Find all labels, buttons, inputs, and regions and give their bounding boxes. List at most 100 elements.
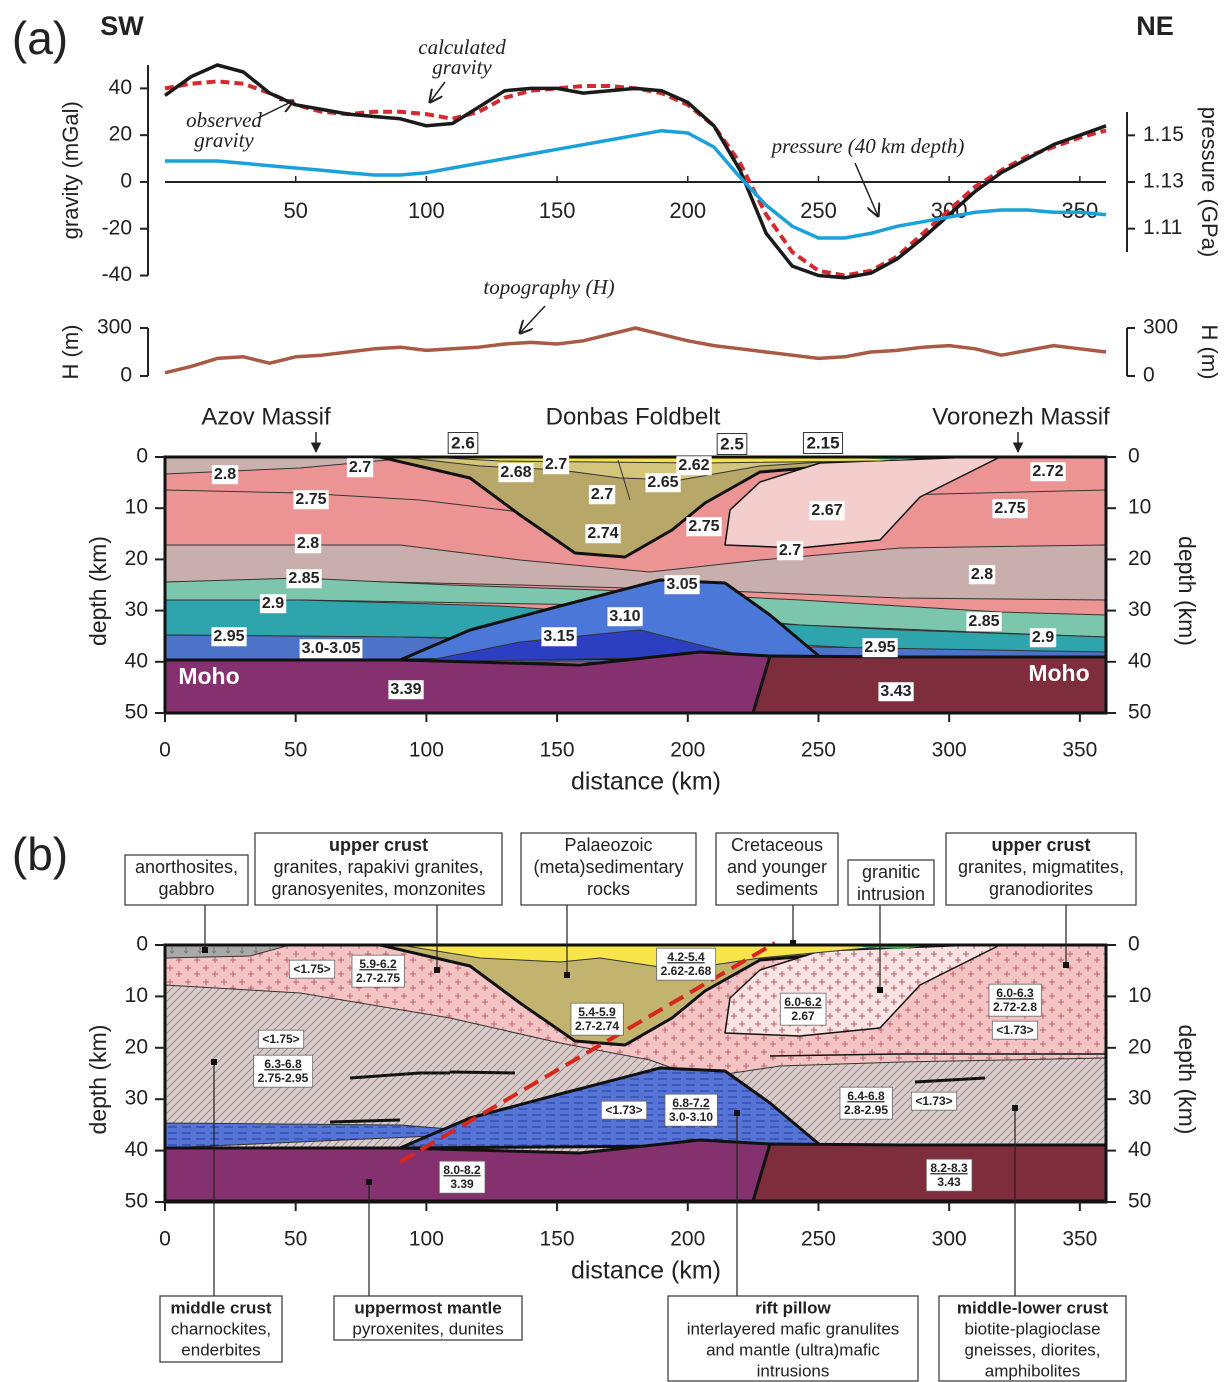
y2-tick-label: 300 [1143,316,1178,339]
y2-axis-label: depth (km) [1174,536,1200,646]
place-label: Azov Massif [201,403,331,430]
callout-title: upper crust [991,835,1090,855]
moho-label: Moho [1028,660,1089,686]
value-label-line: 6.4-6.8 [847,1089,885,1103]
density-label: 2.75 [994,500,1025,517]
panel-label: (b) [12,828,68,880]
value-label: <1.75> [258,1030,303,1048]
data-line [165,81,1106,275]
y-tick-label: 20 [125,1035,148,1058]
callout-text: biotite-plagioclase [964,1319,1100,1338]
y-tick-label: 50 [125,1190,148,1213]
x-tick-label: 250 [801,739,836,762]
callout-text: granites, rapakivi granites, [273,857,483,877]
callout-text: (meta)sedimentary [533,857,683,877]
callout-text: and mantle (ultra)mafic [706,1340,880,1359]
density-label: 2.95 [213,628,244,645]
lens [330,1120,400,1122]
y-tick-label: 40 [109,76,132,99]
y2-tick-label: 50 [1128,701,1151,724]
leader-dot [1063,962,1069,968]
y-tick-label: 0 [136,445,148,468]
y2-tick-label: 30 [1128,598,1151,621]
density-label: 2.67 [811,502,842,519]
callout-text: gneisses, diorites, [964,1340,1100,1359]
callout-title: uppermost mantle [354,1298,501,1317]
leader-dot [564,972,570,978]
density-label: 2.9 [1032,629,1054,646]
density-label: 3.15 [543,628,574,645]
value-label: 6.4-6.82.8-2.95 [840,1087,892,1119]
x-tick-label: 350 [1062,198,1099,223]
annotation: pressure (40 km depth) [770,134,965,158]
density-label: 2.8 [214,466,236,483]
density-label: 2.75 [295,491,326,508]
annotation: gravity [194,128,254,152]
value-label-line: 2.75-2.95 [258,1071,309,1085]
x-axis-label: distance (km) [571,1257,721,1285]
value-label-line: 5.4-5.9 [578,1005,616,1019]
page: (a) (b) SW NE -40-2002040gravity (mGal)1… [0,0,1230,1382]
density-label: 2.9 [262,595,284,612]
y-tick-label: 50 [125,701,148,724]
value-label-line: <1.73> [915,1094,952,1108]
value-label-line: 6.0-6.3 [996,986,1034,1000]
y2-axis-label: depth (km) [1174,1025,1200,1135]
value-label-line: 2.72-2.8 [993,1000,1037,1014]
value-label-line: <1.75> [293,962,330,976]
direction-label: NE [1136,11,1174,41]
y2-tick-label: 1.11 [1143,216,1182,239]
leader-dot [734,1110,740,1116]
density-label: 2.85 [288,570,319,587]
callout-text: amphibolites [985,1361,1080,1380]
callout-text: Cretaceous [731,835,823,855]
value-label-line: 8.2-8.3 [930,1161,968,1175]
value-label: <1.73> [911,1092,956,1110]
y-tick-label: 0 [120,169,132,192]
value-label-line: 3.43 [937,1175,961,1189]
callout-text: intrusions [757,1361,830,1380]
density-label: 2.7 [349,459,371,476]
value-label: 8.0-8.23.39 [439,1161,485,1193]
value-label-line: <1.73> [605,1103,642,1117]
y-tick-label: 300 [97,316,132,339]
value-label: 8.2-8.33.43 [926,1159,972,1191]
y-axis-label: H (m) [58,325,83,380]
x-tick-label: 100 [408,198,445,223]
y2-tick-label: 20 [1128,547,1151,570]
density-label: 2.62 [678,457,709,474]
place-label: Voronezh Massif [932,403,1110,430]
callout-title: middle-lower crust [957,1298,1108,1317]
y2-tick-label: 40 [1128,1138,1151,1161]
x-axis-label: distance (km) [571,768,721,796]
density-label: 2.7 [779,542,801,559]
y-axis-label: depth (km) [85,536,111,646]
density-label: 2.68 [500,464,531,481]
value-label-line: 4.2-5.4 [667,950,705,964]
y2-tick-label: 1.15 [1143,123,1184,146]
density-label: 2.8 [297,535,319,552]
arrow [520,306,545,333]
lens [450,1072,515,1073]
leader-dot [366,1179,372,1185]
y-axis-label: depth (km) [85,1025,111,1135]
value-label-line: 3.39 [450,1177,474,1191]
x-tick-label: 50 [284,739,307,762]
callout-title: upper crust [329,835,428,855]
value-label: 6.0-6.32.72-2.8 [989,984,1041,1016]
y2-tick-label: 1.13 [1143,170,1184,193]
x-tick-label: 300 [932,1228,967,1251]
x-tick-label: 0 [159,1228,171,1251]
value-label-line: 3.0-3.10 [669,1110,713,1124]
value-label: 6.3-6.82.75-2.95 [254,1055,313,1087]
x-tick-label: 300 [932,739,967,762]
y-tick-label: 10 [125,984,148,1007]
callout-text: gabbro [158,879,214,899]
x-tick-label: 150 [540,1228,575,1251]
figure: (a) (b) SW NE -40-2002040gravity (mGal)1… [0,0,1230,1382]
value-label: 5.9-6.22.7-2.75 [352,955,404,987]
callout-text: interlayered mafic granulites [687,1319,900,1338]
y2-axis-label: pressure (GPa) [1197,107,1222,257]
callout-text: enderbites [181,1340,260,1359]
value-label-line: 2.62-2.68 [661,964,712,978]
